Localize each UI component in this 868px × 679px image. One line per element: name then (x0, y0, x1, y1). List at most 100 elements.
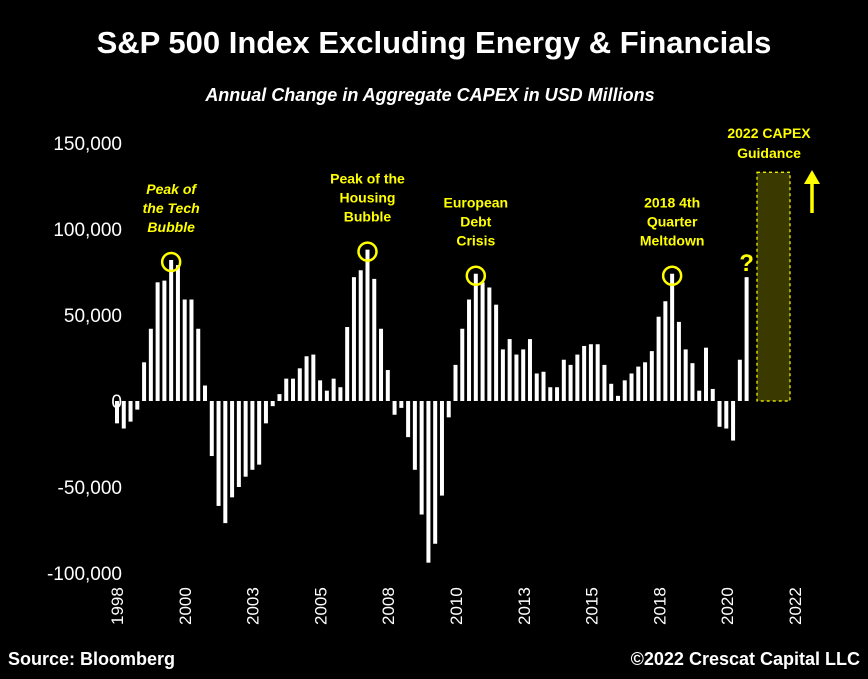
annotation-label: the Tech (143, 200, 200, 216)
bar (487, 287, 492, 401)
bar (453, 364, 458, 401)
bar (412, 401, 417, 470)
bar (270, 401, 275, 407)
annotation-label: Meltdown (640, 233, 705, 249)
annotations: Peak of the Tech Bubble Peak of the Housing B… (143, 125, 820, 402)
x-tick-label: 2015 (583, 587, 602, 625)
bar (717, 401, 722, 427)
bar (304, 356, 309, 401)
guidance-box (756, 171, 791, 402)
bar (731, 401, 736, 441)
peak-circle (357, 241, 378, 262)
bar (683, 349, 688, 401)
bar (297, 368, 302, 401)
bar (575, 354, 580, 401)
bar (209, 401, 214, 457)
bar (494, 304, 499, 401)
x-tick-label: 2005 (311, 587, 330, 625)
annotation-label: Peak of the (330, 171, 405, 187)
bar (324, 390, 329, 401)
bar (697, 390, 702, 401)
peak-circle (160, 251, 182, 273)
bar (338, 387, 343, 401)
x-tick-label: 1998 (108, 587, 127, 625)
bar (649, 351, 654, 401)
bars (115, 249, 749, 563)
bar (365, 249, 370, 401)
bar (670, 273, 675, 401)
annotation-label: Peak of (146, 181, 197, 197)
bar (446, 401, 451, 418)
x-tick-label: 2010 (447, 587, 466, 625)
bar (467, 299, 472, 401)
bar (636, 366, 641, 401)
x-tick-label: 2013 (515, 587, 534, 625)
chart-subtitle: Annual Change in Aggregate CAPEX in USD … (204, 85, 654, 105)
bar (724, 401, 729, 429)
bar (311, 354, 316, 401)
bar (223, 401, 228, 524)
bar (331, 378, 336, 401)
bar (629, 373, 634, 401)
bar (189, 299, 194, 401)
bar (656, 316, 661, 401)
y-tick-label: -50,000 (58, 478, 122, 499)
x-tick-label: 2003 (244, 587, 263, 625)
up-arrow-icon (804, 170, 820, 184)
bar (426, 401, 431, 563)
bar (744, 277, 749, 401)
bar (203, 385, 208, 401)
bar (690, 363, 695, 401)
bar (128, 401, 133, 422)
bar (142, 362, 147, 401)
footer-source: Source: Bloomberg (8, 649, 175, 669)
bar (609, 383, 614, 401)
bar (643, 362, 648, 401)
annotation-label: European (444, 195, 509, 211)
bar (568, 364, 573, 401)
bar (399, 401, 404, 408)
bar (622, 380, 627, 401)
bar (162, 280, 167, 401)
bar (169, 259, 174, 401)
annotation-label: Housing (339, 190, 395, 206)
bar (277, 394, 282, 401)
y-tick-label: -100,000 (47, 564, 122, 585)
x-tick-label: 2000 (176, 587, 195, 625)
annotation-label: Debt (460, 214, 491, 230)
bar (392, 401, 397, 415)
bar (676, 321, 681, 401)
bar (406, 401, 411, 438)
bar (243, 401, 248, 477)
bar (737, 359, 742, 401)
bar (561, 359, 566, 401)
bar (196, 328, 201, 401)
annotation-label: Crisis (456, 233, 495, 249)
y-tick-label: 100,000 (53, 220, 122, 241)
bar (182, 299, 187, 401)
bar (500, 349, 505, 401)
annotation-label: Bubble (344, 209, 392, 225)
bar (250, 401, 255, 470)
bar (372, 278, 377, 401)
x-tick-label: 2020 (718, 587, 737, 625)
bar (419, 401, 424, 515)
chart-title: S&P 500 Index Excluding Energy & Financi… (97, 25, 772, 60)
bar (115, 401, 119, 424)
bar (548, 387, 553, 401)
bar (379, 328, 384, 401)
bar (433, 401, 438, 544)
guidance-label: Guidance (737, 145, 801, 161)
annotation-label: Quarter (647, 214, 698, 230)
peak-circle (661, 265, 683, 286)
bar (439, 401, 444, 496)
bar (121, 401, 126, 429)
bar (263, 401, 268, 424)
annotation-label: 2018 4th (644, 195, 700, 211)
x-tick-label: 2018 (650, 587, 669, 625)
x-tick-label: 2022 (786, 587, 805, 625)
peak-circle (465, 265, 487, 286)
y-tick-label: 50,000 (64, 306, 122, 327)
